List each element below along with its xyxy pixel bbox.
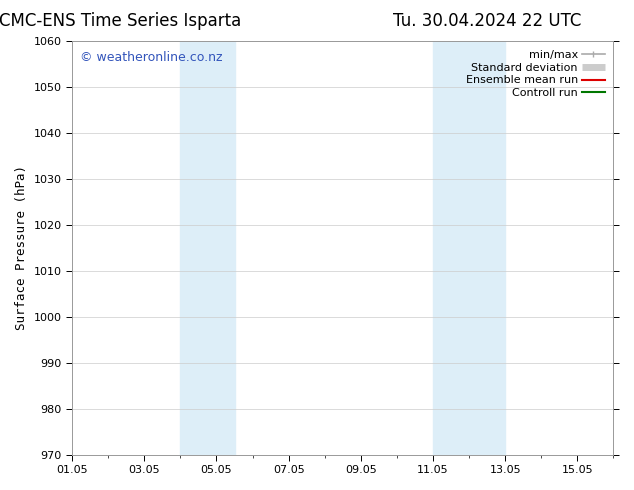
Text: CMC-ENS Time Series Isparta: CMC-ENS Time Series Isparta <box>0 12 241 30</box>
Legend: min/max, Standard deviation, Ensemble mean run, Controll run: min/max, Standard deviation, Ensemble me… <box>462 47 608 101</box>
Text: Tu. 30.04.2024 22 UTC: Tu. 30.04.2024 22 UTC <box>393 12 581 30</box>
Y-axis label: Surface Pressure (hPa): Surface Pressure (hPa) <box>15 165 28 330</box>
Text: © weatheronline.co.nz: © weatheronline.co.nz <box>81 51 223 64</box>
Bar <box>180 41 235 455</box>
Bar <box>433 41 505 455</box>
